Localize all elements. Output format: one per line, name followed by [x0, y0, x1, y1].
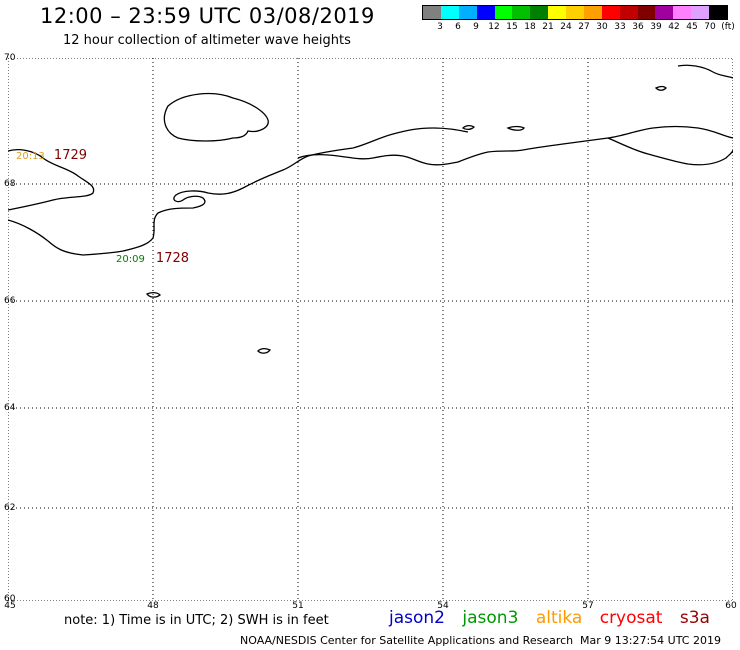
color-swatch	[673, 6, 692, 19]
color-swatch	[655, 6, 674, 19]
track-id: 1729	[53, 148, 88, 163]
color-swatch	[601, 6, 620, 19]
generated-timestamp: Mar 9 13:27:54 UTC 2019	[580, 634, 721, 647]
lat-label-62: 62	[4, 503, 16, 513]
sat-s3a: s3a	[679, 608, 710, 628]
sat-altika: altika	[535, 608, 583, 628]
track-label-1: 20:13 1729	[16, 144, 87, 163]
lat-label-64: 64	[4, 403, 16, 413]
color-scale-labels: 3 6 9 12 15 18 21 24 27 30 33 36 39 42 45 70 (ft)	[422, 20, 735, 34]
color-scale-label: 18	[524, 22, 536, 32]
map-frame	[8, 58, 733, 601]
color-scale-label: 36	[632, 22, 644, 32]
color-scale-label: 42	[668, 22, 680, 32]
color-swatch	[583, 6, 602, 19]
map-subtitle: 12 hour collection of altimeter wave hei…	[63, 33, 351, 48]
coast-northeast	[677, 64, 733, 79]
sat-jason3: jason3	[462, 608, 519, 628]
color-scale-label: (ft)	[721, 22, 735, 32]
map-title: 12:00 – 23:59 UTC 03/08/2019	[40, 4, 375, 28]
color-scale-label: 12	[488, 22, 500, 32]
color-scale-swatches	[422, 5, 728, 20]
lon-label-48: 48	[147, 601, 159, 611]
color-scale-label: 39	[650, 22, 662, 32]
footer-note: note: 1) Time is in UTC; 2) SWH is in fe…	[64, 613, 329, 628]
satellite-legend: jason2 jason3 altika cryosat s3a	[389, 608, 710, 628]
coast-mainland-west	[8, 127, 469, 256]
longitude-gridlines	[152, 58, 589, 601]
color-scale-label: 33	[614, 22, 626, 32]
color-swatch	[423, 6, 441, 19]
islet-2	[461, 124, 476, 131]
coast-kanin	[8, 149, 95, 211]
island-kolguev	[163, 92, 269, 142]
color-scale-label: 45	[686, 22, 698, 32]
lat-label-66: 66	[4, 296, 16, 306]
islet-5	[654, 85, 667, 91]
sat-jason2: jason2	[389, 608, 445, 628]
color-scale-label: 21	[542, 22, 554, 32]
color-swatch	[709, 6, 727, 19]
lon-label-51: 51	[292, 601, 304, 611]
color-swatch	[458, 6, 477, 19]
lat-label-70: 70	[4, 53, 16, 63]
color-swatch	[476, 6, 495, 19]
color-swatch	[548, 6, 566, 19]
coast-pechora-bay	[607, 137, 733, 166]
lon-label-45: 45	[4, 601, 16, 611]
coastline	[8, 64, 733, 354]
lat-label-68: 68	[4, 179, 16, 189]
color-scale-label: 30	[596, 22, 608, 32]
sat-cryosat: cryosat	[599, 608, 663, 628]
lat-label-60: 60	[4, 594, 16, 604]
color-swatch	[691, 6, 709, 19]
lon-label-54: 54	[437, 601, 449, 611]
color-scale-label: 24	[560, 22, 572, 32]
credit-line: NOAA/NESDIS Center for Satellite Applica…	[240, 634, 574, 647]
color-swatch	[440, 6, 459, 19]
color-swatch	[512, 6, 531, 19]
color-scale-label: 27	[578, 22, 590, 32]
latitude-gridlines	[8, 183, 733, 509]
track-time: 20:09	[116, 254, 145, 265]
map-plot-area	[8, 58, 733, 601]
lon-label-57: 57	[582, 601, 594, 611]
lon-label-60: 60	[725, 601, 737, 611]
islet-4	[146, 291, 161, 298]
color-scale-label: 6	[455, 22, 461, 32]
islet-1	[506, 125, 525, 131]
color-scale-label: 70	[704, 22, 716, 32]
track-id: 1728	[155, 251, 190, 266]
color-swatch	[637, 6, 656, 19]
color-scale-label: 9	[473, 22, 479, 32]
wave-height-color-scale: 3 6 9 12 15 18 21 24 27 30 33 36 39 42 45 70 (ft)	[422, 5, 735, 35]
track-time: 20:13	[16, 151, 45, 162]
islet-3	[257, 347, 271, 354]
color-scale-label: 3	[437, 22, 443, 32]
track-label-2: 20:09 1728	[116, 247, 189, 266]
color-swatch	[494, 6, 513, 19]
color-swatch	[619, 6, 638, 19]
color-swatch	[530, 6, 549, 19]
coast-mainland-east	[297, 125, 733, 166]
color-scale-label: 15	[506, 22, 518, 32]
color-swatch	[566, 6, 584, 19]
